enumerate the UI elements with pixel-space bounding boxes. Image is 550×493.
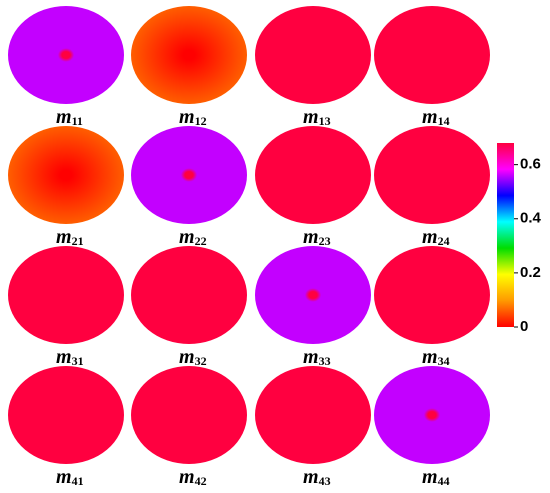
panel-label: m12 [179, 106, 207, 128]
panel-label-subscript: 44 [438, 474, 450, 488]
panel-label-symbol: m [303, 106, 319, 128]
panel-label: m34 [422, 346, 450, 368]
panel-label-subscript: 14 [438, 114, 450, 128]
panel-image [131, 366, 247, 464]
panel-label: m13 [303, 106, 331, 128]
panel-label-symbol: m [56, 466, 72, 488]
panel-label-symbol: m [303, 346, 319, 368]
panel-label: m23 [303, 226, 331, 248]
panel-image [374, 126, 490, 224]
panel-label-symbol: m [303, 226, 319, 248]
panel-label-symbol: m [56, 106, 72, 128]
panel-image [374, 6, 490, 104]
panel-image [255, 366, 371, 464]
panel-label-symbol: m [179, 466, 195, 488]
panel-label-symbol: m [422, 346, 438, 368]
panel-image [8, 366, 124, 464]
panel-label-symbol: m [179, 226, 195, 248]
panel-label: m21 [56, 226, 84, 248]
panel-image [131, 126, 247, 224]
panel-label: m44 [422, 466, 450, 488]
panel-label-subscript: 43 [319, 474, 331, 488]
colorbar [497, 143, 514, 327]
panel-label: m41 [56, 466, 84, 488]
panel-label: m31 [56, 346, 84, 368]
panel-label-subscript: 22 [195, 234, 207, 248]
panel-label-subscript: 31 [72, 354, 84, 368]
panel-label-symbol: m [179, 106, 195, 128]
panel-image [8, 246, 124, 344]
panel-image [8, 6, 124, 104]
panel-label: m24 [422, 226, 450, 248]
panel-label-subscript: 13 [319, 114, 331, 128]
panel-label: m43 [303, 466, 331, 488]
panel-image [255, 6, 371, 104]
colorbar-tick-label: 0.4 [520, 210, 542, 227]
panel-image [131, 246, 247, 344]
panel-label-symbol: m [56, 346, 72, 368]
panel-label: m33 [303, 346, 331, 368]
panel-label-symbol: m [303, 466, 319, 488]
panel-label: m32 [179, 346, 207, 368]
panel-label: m11 [56, 106, 83, 128]
panel-label-symbol: m [179, 346, 195, 368]
panel-label-subscript: 32 [195, 354, 207, 368]
panel-label-subscript: 21 [72, 234, 84, 248]
colorbar-tick-label: 0.2 [520, 264, 541, 281]
colorbar-tick-label: 0 [520, 318, 528, 335]
panel-label-subscript: 34 [438, 354, 450, 368]
colorbar-tick-label: 0.6 [520, 156, 541, 173]
panel-label-subscript: 23 [319, 234, 331, 248]
panel-label-symbol: m [56, 226, 72, 248]
panel-image [374, 366, 490, 464]
panel-label-symbol: m [422, 466, 438, 488]
panel-label-subscript: 42 [195, 474, 207, 488]
panel-label-subscript: 12 [195, 114, 207, 128]
panel-label: m14 [422, 106, 450, 128]
panel-label-subscript: 24 [438, 234, 450, 248]
panel-image [255, 126, 371, 224]
panel-label: m42 [179, 466, 207, 488]
panel-label-subscript: 11 [72, 114, 83, 128]
panel-image [131, 6, 247, 104]
panel-label-symbol: m [422, 226, 438, 248]
panel-label-subscript: 33 [319, 354, 331, 368]
panel-label-subscript: 41 [72, 474, 84, 488]
panel-label: m22 [179, 226, 207, 248]
panel-image [8, 126, 124, 224]
panel-image [255, 246, 371, 344]
panel-label-symbol: m [422, 106, 438, 128]
panel-image [374, 246, 490, 344]
